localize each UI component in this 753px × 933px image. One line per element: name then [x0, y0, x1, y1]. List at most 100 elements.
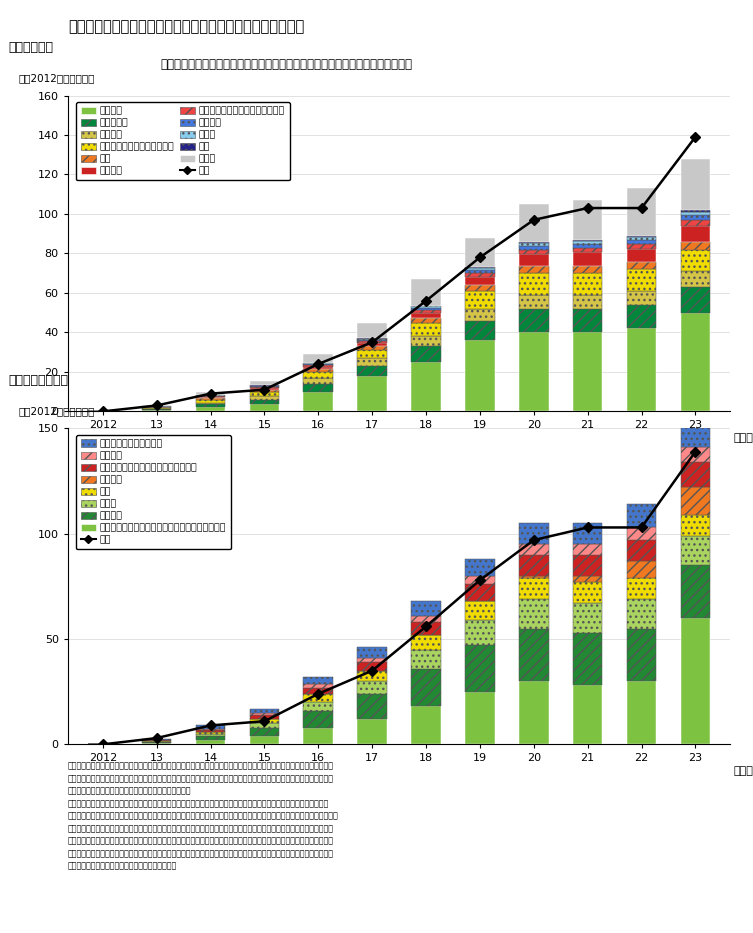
Bar [465, 691, 495, 745]
Bar [411, 706, 441, 745]
Bar [626, 305, 657, 328]
Bar [411, 362, 441, 411]
Bar [411, 616, 441, 622]
Bar [411, 310, 441, 313]
Bar [142, 744, 172, 745]
Bar [249, 708, 279, 713]
Bar [626, 328, 657, 411]
Bar [196, 398, 225, 399]
Bar [519, 309, 549, 332]
Bar [411, 622, 441, 634]
Bar [519, 555, 549, 576]
Bar [681, 211, 710, 212]
Bar [196, 405, 225, 408]
Bar [573, 604, 602, 633]
Bar [249, 392, 279, 396]
Bar [358, 681, 387, 694]
Bar [681, 462, 710, 487]
Bar [519, 242, 549, 244]
Bar [681, 220, 710, 226]
Bar [411, 346, 441, 362]
Bar [303, 728, 333, 745]
Bar [303, 684, 333, 688]
Bar [358, 662, 387, 671]
Bar [358, 376, 387, 411]
Bar [573, 576, 602, 582]
Bar [303, 366, 333, 367]
Bar [196, 734, 225, 736]
Bar [573, 266, 602, 273]
Bar [411, 337, 441, 346]
Bar [519, 244, 549, 245]
Bar [303, 711, 333, 728]
Bar [358, 350, 387, 358]
Bar [681, 487, 710, 515]
Bar [249, 382, 279, 385]
Bar [626, 629, 657, 681]
Bar [196, 736, 225, 740]
Bar [303, 378, 333, 383]
Bar [681, 287, 710, 313]
Bar [519, 266, 549, 273]
Bar [681, 242, 710, 249]
Bar [465, 238, 495, 267]
Bar [465, 291, 495, 309]
Bar [519, 523, 549, 544]
Bar [465, 277, 495, 285]
Bar [681, 212, 710, 215]
Bar [519, 681, 549, 745]
Bar [358, 694, 387, 719]
Bar [303, 677, 333, 684]
Bar [573, 555, 602, 576]
Bar [303, 688, 333, 694]
Bar [249, 403, 279, 411]
Bar [465, 559, 495, 576]
Bar [626, 248, 657, 262]
Bar [303, 355, 333, 363]
Bar [573, 247, 602, 253]
Bar [626, 540, 657, 561]
Bar [411, 649, 441, 669]
Bar [681, 215, 710, 220]
Bar [519, 245, 549, 249]
Bar [573, 686, 602, 745]
Bar [303, 367, 333, 369]
Bar [681, 313, 710, 411]
Bar [681, 159, 710, 211]
Bar [626, 237, 657, 240]
Bar [626, 681, 657, 745]
Bar [626, 578, 657, 599]
Bar [196, 392, 225, 396]
Bar [303, 369, 333, 372]
Bar [303, 364, 333, 366]
Bar [303, 703, 333, 711]
Bar [465, 309, 495, 321]
Bar [519, 332, 549, 411]
Bar [519, 599, 549, 629]
Bar [142, 410, 172, 411]
Bar [196, 402, 225, 405]
Bar [358, 346, 387, 350]
Bar [573, 201, 602, 240]
Bar [681, 618, 710, 745]
Bar [465, 584, 495, 601]
Bar [465, 267, 495, 269]
Bar [519, 576, 549, 578]
Text: （対2012年比、万人）: （対2012年比、万人） [18, 73, 94, 83]
Bar [519, 249, 549, 255]
Bar [303, 694, 333, 703]
Bar [249, 736, 279, 745]
Bar [681, 565, 710, 618]
Bar [519, 544, 549, 555]
Bar [465, 576, 495, 584]
Bar [249, 399, 279, 403]
Bar [358, 648, 387, 658]
Bar [249, 713, 279, 715]
Bar [358, 671, 387, 681]
Bar [573, 309, 602, 332]
Bar [465, 321, 495, 341]
Bar [573, 523, 602, 544]
Bar [411, 669, 441, 706]
Bar [519, 255, 549, 266]
Bar [573, 332, 602, 411]
